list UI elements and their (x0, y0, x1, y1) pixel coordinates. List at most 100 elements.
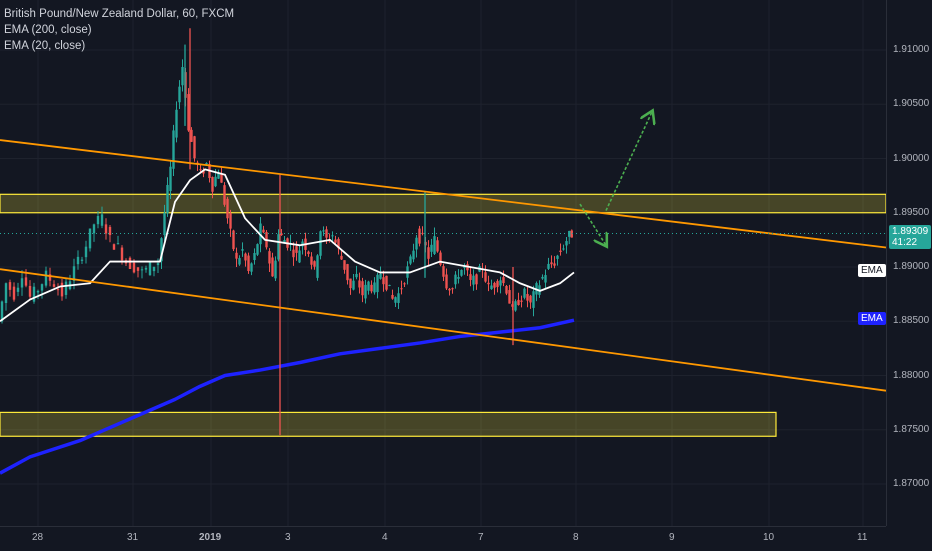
candle-body (412, 250, 415, 260)
candle-body (568, 230, 571, 237)
time-tick-label: 4 (382, 532, 388, 543)
candle-body (60, 282, 64, 297)
candle-body (343, 260, 346, 270)
symbol-title[interactable]: British Pound/New Zealand Dollar, 60, FX… (4, 8, 235, 20)
candle-body (229, 213, 232, 229)
candle-body (44, 270, 48, 286)
time-tick-label: 7 (478, 532, 484, 543)
candle-body (156, 263, 160, 266)
candle-body (120, 247, 124, 261)
candle-body (262, 229, 265, 233)
candle-body (436, 240, 439, 252)
candle-body (340, 255, 343, 260)
price-tick-label: 1.91000 (893, 44, 930, 55)
candle-body (148, 262, 152, 276)
candle-body (166, 184, 169, 214)
candle-body (319, 231, 322, 256)
candle-body (172, 130, 175, 169)
candle-body (152, 266, 156, 272)
candle-body (316, 255, 319, 278)
candle-body (364, 284, 367, 299)
candle-body (136, 267, 140, 271)
candle-body (96, 216, 100, 225)
candle-body (202, 170, 205, 174)
candle-body (570, 230, 573, 238)
candle-body (163, 212, 166, 236)
price-tick-label: 1.88500 (893, 315, 930, 327)
ema20-line (0, 168, 575, 322)
candle-body (352, 280, 355, 290)
time-axis[interactable]: 28 31 2019 3 4 7 8 9 10 11 (0, 526, 886, 551)
candle-body (226, 198, 229, 219)
candle-body (523, 288, 526, 298)
candle-body (565, 241, 568, 246)
candle-body (178, 86, 181, 103)
bar-countdown-label: 41:22 (892, 237, 918, 248)
candle-body (253, 252, 256, 261)
candle-body (508, 290, 511, 304)
candle-body (496, 281, 499, 288)
candle-body (295, 246, 298, 253)
candle-body (337, 238, 340, 249)
price-axis[interactable]: 1.91000 1.90500 1.90000 1.89500 1.89000 1.885… (886, 0, 932, 526)
candle-body (400, 288, 403, 290)
price-tick-label: 1.89000 (893, 261, 930, 272)
candle-body (48, 274, 52, 281)
ema20-legend[interactable]: EMA (20, close) (4, 40, 86, 52)
candle-body (502, 277, 505, 284)
price-tick-label: 1.87500 (893, 423, 930, 435)
candle-body (409, 256, 412, 264)
candle-body (493, 282, 496, 288)
candle-body (104, 224, 108, 234)
candle-body (427, 247, 430, 259)
candle-body (541, 276, 544, 279)
candle-body (418, 228, 421, 244)
candle-body (517, 299, 520, 305)
candle-body (526, 293, 529, 301)
time-tick-label: 2019 (199, 532, 222, 543)
candle-body (532, 291, 535, 308)
candle-body (376, 274, 379, 293)
candle-body (277, 234, 280, 260)
candle-body (283, 240, 286, 244)
candle-body (128, 257, 132, 270)
candle-body (487, 282, 490, 285)
candle-body (193, 136, 196, 159)
candle-body (514, 301, 517, 311)
candle-body (379, 273, 382, 279)
ema200-line (0, 318, 575, 475)
candle-body (211, 176, 214, 192)
candle-body (24, 277, 28, 286)
candle-body (562, 248, 565, 250)
candle-body (448, 288, 451, 291)
candle-body (391, 294, 394, 299)
candle-body (140, 269, 144, 271)
candle-body (472, 275, 475, 285)
candle-body (80, 259, 84, 261)
candle-body (520, 300, 523, 302)
candle-body (28, 285, 32, 297)
candle-body (367, 281, 370, 291)
ema200-price-badge: EMA (858, 312, 886, 325)
candle-body (442, 266, 445, 277)
time-tick-label: 8 (573, 532, 579, 543)
price-tick-label: 1.88000 (893, 369, 930, 381)
candle-body (220, 174, 223, 183)
candle-body (175, 109, 178, 138)
candle-body (349, 278, 352, 289)
candle-body (382, 277, 385, 285)
candle-body (307, 251, 310, 255)
candle-body (20, 278, 24, 288)
ema200-legend[interactable]: EMA (200, close) (4, 24, 92, 36)
candle-body (214, 176, 217, 187)
candle-body (451, 288, 454, 290)
candle-body (199, 169, 202, 171)
candle-body (457, 277, 460, 279)
candle-body (346, 264, 349, 281)
candle-body (76, 256, 80, 265)
candle-body (556, 255, 559, 259)
trendline-1 (0, 139, 887, 249)
candle-body (331, 235, 334, 237)
